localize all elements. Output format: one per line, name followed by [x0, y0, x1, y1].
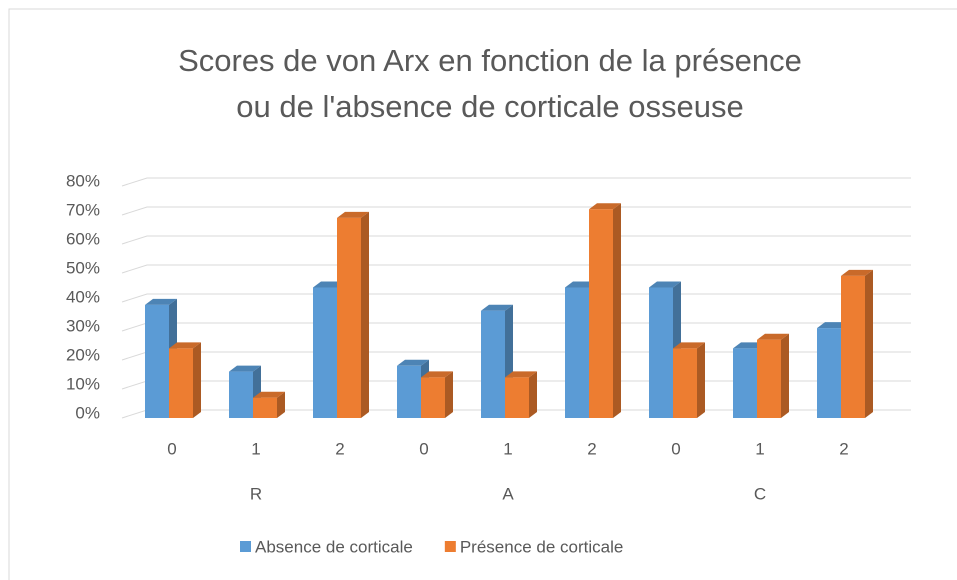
x-tick-label: 2: [335, 439, 344, 458]
y-tick-label: 10%: [66, 374, 100, 393]
bar-face: [505, 377, 529, 418]
bar-face: [481, 304, 513, 311]
legend-swatch: [240, 541, 251, 552]
grid-line: [121, 293, 911, 303]
bar-face: [529, 371, 537, 418]
grid-line: [121, 351, 911, 361]
legend-label: Présence de corticale: [460, 537, 623, 556]
grid-line: [121, 322, 911, 332]
bar-face: [697, 342, 705, 418]
chart-border: [8, 8, 957, 580]
bar-face: [505, 371, 537, 378]
bar-face: [253, 391, 285, 398]
bar: [505, 371, 537, 418]
chart-title: Scores de von Arx en fonction de la prés…: [178, 43, 802, 124]
bar-face: [757, 339, 781, 418]
bar-face: [253, 397, 277, 418]
bar: [757, 333, 789, 418]
x-tick-label: 1: [251, 439, 260, 458]
y-tick-label: 40%: [66, 287, 100, 306]
bar-face: [445, 371, 453, 418]
bar-face: [613, 203, 621, 418]
bar-face: [841, 269, 873, 276]
bar-face: [169, 348, 193, 418]
x-tick-label: 0: [671, 439, 680, 458]
y-tick-label: 80%: [66, 171, 100, 190]
x-tick-label: 0: [419, 439, 428, 458]
grid-line: [121, 177, 911, 187]
y-tick-label: 50%: [66, 258, 100, 277]
group-label: A: [502, 484, 514, 503]
group-label: R: [250, 484, 262, 503]
bar-face: [673, 348, 697, 418]
bar-face: [733, 348, 757, 418]
bar-face: [169, 342, 201, 349]
bar-face: [229, 365, 261, 372]
bar-face: [649, 287, 673, 418]
bar-face: [421, 377, 445, 418]
bar-face: [193, 342, 201, 418]
y-tick-label: 70%: [66, 200, 100, 219]
y-tick-label: 20%: [66, 345, 100, 364]
y-tick-label: 60%: [66, 229, 100, 248]
bar-face: [841, 275, 865, 418]
bar-face: [337, 217, 361, 418]
bar-face: [757, 333, 789, 340]
bar-face: [421, 371, 453, 378]
bar-face: [337, 211, 369, 218]
bar: [337, 211, 369, 418]
bar: [253, 391, 285, 418]
x-tick-label: 1: [503, 439, 512, 458]
bar-face: [565, 287, 589, 418]
x-tick-label: 0: [167, 439, 176, 458]
bar-face: [589, 203, 621, 210]
bar-face: [673, 342, 705, 349]
bar-face: [313, 287, 337, 418]
grid-line: [121, 235, 911, 245]
x-tick-label: 2: [839, 439, 848, 458]
legend-label: Absence de corticale: [255, 537, 413, 556]
x-tick-label: 2: [587, 439, 596, 458]
group-label: C: [754, 484, 766, 503]
bar-face: [229, 371, 253, 418]
grid-line: [121, 206, 911, 216]
y-tick-label: 0%: [75, 403, 100, 422]
grid-line: [121, 264, 911, 274]
bar-face: [865, 269, 873, 418]
bar-face: [361, 211, 369, 418]
bar: [169, 342, 201, 418]
y-tick-label: 30%: [66, 316, 100, 335]
bar: [673, 342, 705, 418]
legend-swatch: [444, 541, 456, 552]
bar-face: [397, 359, 429, 366]
bar-face: [145, 298, 177, 305]
bar-face: [649, 281, 681, 288]
bar-face: [781, 333, 789, 418]
bar: [421, 371, 453, 418]
bar: [841, 269, 873, 418]
bar: [589, 203, 621, 418]
bar-face: [145, 304, 169, 418]
bar-face: [589, 209, 613, 418]
bar-face: [817, 328, 841, 418]
bar-face: [277, 391, 285, 418]
x-tick-label: 1: [755, 439, 764, 458]
bar-face: [397, 365, 421, 418]
bar-face: [481, 310, 505, 418]
